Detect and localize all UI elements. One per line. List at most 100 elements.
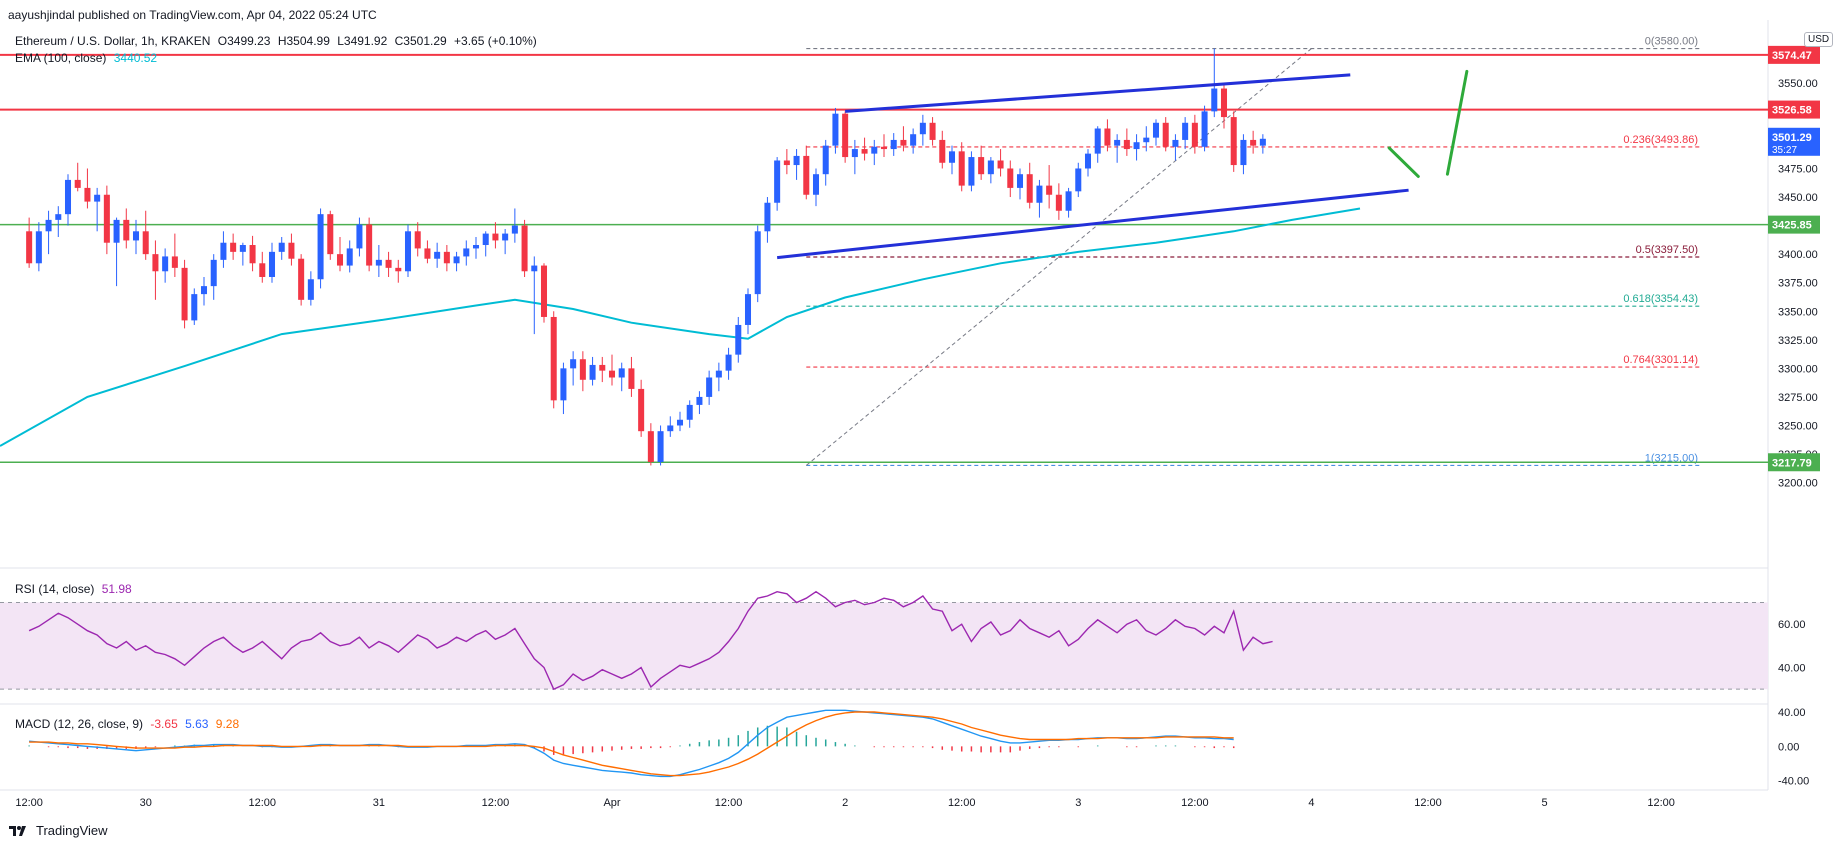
candle-body <box>375 259 382 266</box>
close-value: C3501.29 <box>394 34 447 48</box>
ema-label[interactable]: EMA (100, close) <box>15 51 107 65</box>
candle-body <box>910 134 917 146</box>
candle-body <box>754 231 761 295</box>
fib-level-label: 0.236(3493.86) <box>1623 134 1698 146</box>
candle-body <box>511 225 518 234</box>
candle-body <box>803 155 810 195</box>
candle-body <box>152 254 159 272</box>
candle-body <box>1016 174 1024 188</box>
candle-body <box>783 160 790 166</box>
candle-body <box>385 259 392 268</box>
time-tick-label: 12:00 <box>15 797 43 809</box>
rsi-label[interactable]: RSI (14, close) <box>15 582 95 596</box>
ema-value: 3440.52 <box>113 51 158 65</box>
candle-body <box>929 122 936 140</box>
price-tick-label: 3375.00 <box>1778 278 1818 290</box>
candle-body <box>948 151 956 163</box>
low-value: L3491.92 <box>337 34 388 48</box>
candle-body <box>94 194 101 202</box>
candle-body <box>686 404 693 420</box>
time-axis: 12:00 30 12:00 31 12:00 Apr 12:00 2 12:00 3 12:00 4… <box>15 797 1675 809</box>
candle-body <box>200 286 208 295</box>
candle-body <box>764 202 771 232</box>
rsi-value: 51.98 <box>101 582 132 596</box>
candle-body <box>191 294 198 321</box>
macd-pane: -40.00 0.00 40.00 <box>28 707 1809 788</box>
macd-label[interactable]: MACD (12, 26, close, 9) <box>15 717 144 731</box>
candle-body <box>1240 139 1247 166</box>
candle-body <box>1007 168 1014 188</box>
time-tick-label: 5 <box>1542 797 1548 809</box>
candle-body <box>1055 194 1062 211</box>
candle-body <box>249 245 256 264</box>
currency-badge[interactable]: USD <box>1804 32 1834 47</box>
candle-body <box>45 219 52 232</box>
candle-body <box>987 160 994 175</box>
candle-body <box>336 254 344 266</box>
time-tick-label: 2 <box>842 797 848 809</box>
candle-body <box>84 187 91 202</box>
candle-body <box>531 265 538 272</box>
open-value: O3499.23 <box>217 34 271 48</box>
candle-body <box>1114 139 1121 146</box>
candle-body <box>453 256 460 264</box>
rsi-band-fill <box>0 602 1768 690</box>
candle-body <box>1211 88 1218 112</box>
publisher-line: aayushjindal published on TradingView.co… <box>8 8 377 22</box>
macd-signal-value: 9.28 <box>215 717 240 731</box>
candle-body <box>880 146 888 150</box>
current-price-label: 3501.29 <box>1772 132 1812 144</box>
candle-body <box>395 267 402 272</box>
macd-tick-label: -40.00 <box>1778 776 1809 788</box>
candle-body <box>171 256 178 268</box>
candle-body <box>492 233 499 241</box>
price-tick-label: 3450.00 <box>1778 192 1818 204</box>
candle-body <box>463 248 470 257</box>
candle-body <box>1230 117 1237 166</box>
channel-lower-trendline <box>776 188 1409 260</box>
candle-body <box>871 146 878 154</box>
candle-body <box>434 251 441 259</box>
ema-legend: EMA (100, close) 3440.52 <box>15 51 161 65</box>
candle-body <box>162 256 169 272</box>
tradingview-logo-icon <box>9 825 26 836</box>
candle-body <box>424 248 431 259</box>
tradingview-brand[interactable]: TradingView <box>8 823 108 838</box>
candle-body <box>793 155 800 166</box>
ema-line <box>0 207 1361 447</box>
symbol-name[interactable]: Ethereum / U.S. Dollar, 1h, KRAKEN <box>15 34 211 48</box>
candle-body <box>307 279 314 300</box>
candle-body <box>1201 111 1208 147</box>
candle-body <box>599 364 606 371</box>
candle-body <box>278 242 285 252</box>
candle-body <box>1094 128 1101 154</box>
candle-body <box>1046 185 1053 195</box>
support-price-tag <box>1768 453 1820 472</box>
candle-body <box>735 324 742 355</box>
candle-body <box>890 139 897 150</box>
candle-body <box>502 233 509 241</box>
candle-body <box>298 258 305 300</box>
candle-body <box>1104 128 1111 146</box>
resistance-price-label: 3574.47 <box>1772 50 1812 62</box>
candle-body <box>472 245 480 249</box>
candle-body <box>74 179 81 188</box>
candle-body <box>268 251 276 277</box>
candle-body <box>288 242 295 259</box>
price-tick-label: 3250.00 <box>1778 420 1818 432</box>
time-tick-label: 12:00 <box>1647 797 1675 809</box>
candle-body <box>317 214 324 280</box>
fib-level-label: 0.764(3301.14) <box>1623 354 1698 366</box>
time-tick-label: 4 <box>1308 797 1314 809</box>
candle-body <box>1259 138 1266 146</box>
candle-body <box>123 219 130 241</box>
candle-body <box>356 224 363 249</box>
time-tick-label: 12:00 <box>1414 797 1442 809</box>
price-tick-label: 3300.00 <box>1778 363 1818 375</box>
candle-body <box>706 377 713 397</box>
candle-body <box>667 425 674 432</box>
brand-name: TradingView <box>36 823 108 838</box>
candle-body <box>939 139 946 163</box>
candle-body <box>482 233 489 246</box>
